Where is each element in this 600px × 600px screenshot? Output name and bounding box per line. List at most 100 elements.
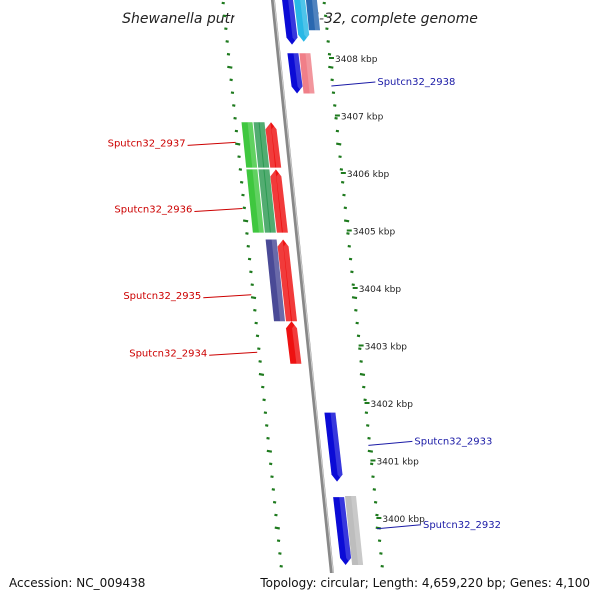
tick-label: 3402 kbp: [371, 400, 414, 410]
tick-label: 3403 kbp: [365, 343, 408, 353]
inner-dot: [257, 347, 261, 351]
inner-dot: [254, 321, 258, 325]
outer-dot: [373, 500, 378, 504]
gene-feature: [345, 496, 370, 565]
backbone-highlight: [273, 0, 337, 600]
tick-label: 3404 kbp: [359, 285, 402, 295]
outer-dot: [379, 552, 383, 555]
outer-dot: [358, 347, 362, 351]
gene-body: [286, 321, 302, 364]
topology-text: Topology: circular; Length: 4,659,220 bp…: [259, 576, 590, 590]
gene-body: [294, 0, 310, 42]
label-leader: [368, 440, 413, 446]
outer-dot: [330, 78, 334, 82]
gene-body: [299, 53, 315, 94]
footer-background: [0, 573, 600, 600]
outer-dot: [336, 142, 342, 146]
inner-dot: [230, 91, 235, 95]
inner-dot: [241, 193, 245, 197]
gene-feature: [265, 122, 288, 168]
inner-dot: [266, 449, 273, 453]
gene-shade: [292, 321, 308, 364]
gene-body: [241, 122, 258, 168]
gene-body: [270, 169, 288, 233]
inner-dot: [274, 526, 280, 530]
inner-dot: [232, 104, 236, 107]
gene-body: [324, 412, 343, 482]
outer-dot: [327, 52, 332, 56]
inner-dot: [250, 283, 254, 287]
outer-dot: [333, 104, 337, 107]
outer-dot: [371, 475, 375, 479]
gene-body: [253, 122, 270, 168]
inner-dot: [258, 372, 265, 376]
outer-dot: [372, 488, 377, 491]
inner-dot: [246, 244, 250, 248]
gene-shade: [259, 122, 276, 168]
gene-shade: [252, 169, 270, 233]
outer-dot: [343, 206, 348, 210]
gene-body: [305, 0, 321, 31]
gene-shade: [276, 169, 294, 233]
gene-feature: [286, 321, 308, 364]
inner-dot: [279, 564, 283, 568]
inner-dot: [270, 475, 274, 479]
gene-body: [258, 169, 276, 233]
tick-label: 3406 kbp: [347, 170, 390, 180]
outer-dot: [367, 436, 371, 440]
gene-feature: [241, 122, 264, 168]
gene-shade: [264, 169, 282, 233]
outer-dot: [354, 308, 358, 312]
outer-dot: [325, 27, 329, 31]
gene-shade: [271, 239, 292, 322]
gene-body: [345, 496, 364, 565]
outer-dot: [322, 1, 326, 5]
gene-body: [287, 53, 303, 94]
inner-dot: [221, 1, 225, 5]
position-ticks: 3408 kbp 3407 kbp 3406 kbp 3405 kbp 3404 kbp…: [329, 55, 425, 525]
outer-dot: [350, 270, 354, 274]
gene-feature: [299, 53, 321, 94]
inner-dot: [265, 424, 269, 427]
inner-dot: [263, 411, 268, 415]
inner-dot: [271, 488, 276, 491]
inner-dot: [222, 14, 227, 18]
gene-shade: [311, 0, 327, 31]
label-leader: [376, 524, 422, 530]
outer-dot: [363, 398, 367, 402]
inner-dot: [238, 168, 243, 171]
gene-label-Sputcn32_2932: Sputcn32_2932: [423, 520, 501, 531]
inner-dot: [253, 308, 257, 312]
inner-dot: [234, 129, 239, 133]
outer-dot: [351, 283, 355, 287]
accession-text: Accession: NC_009438: [9, 576, 145, 590]
outer-dot: [359, 360, 363, 363]
outer-dot: [347, 244, 351, 248]
inner-dot: [255, 334, 260, 338]
inner-dot: [268, 462, 273, 466]
outer-dot: [367, 449, 374, 453]
inner-dot: [247, 257, 252, 261]
inner-dot: [239, 180, 244, 184]
inner-dot: [242, 219, 249, 223]
inner-dot: [242, 206, 247, 210]
outer-dot: [362, 385, 366, 389]
gene-feature: [258, 169, 282, 233]
gene-body: [246, 169, 264, 233]
outer-dot: [377, 539, 382, 543]
outer-dot: [326, 40, 330, 43]
inner-dot: [266, 436, 270, 440]
gene-body: [265, 122, 282, 168]
inner-dot: [225, 40, 229, 43]
gene-shade: [351, 496, 370, 565]
label-leader: [209, 351, 258, 356]
gene-body: [333, 497, 352, 565]
inner-dot: [262, 398, 266, 402]
inner-dot: [250, 296, 257, 300]
gene-shade: [283, 239, 304, 322]
outer-dot: [339, 168, 344, 171]
gene-feature: [305, 0, 327, 31]
outer-dot: [375, 513, 379, 517]
outer-dot: [328, 65, 334, 69]
